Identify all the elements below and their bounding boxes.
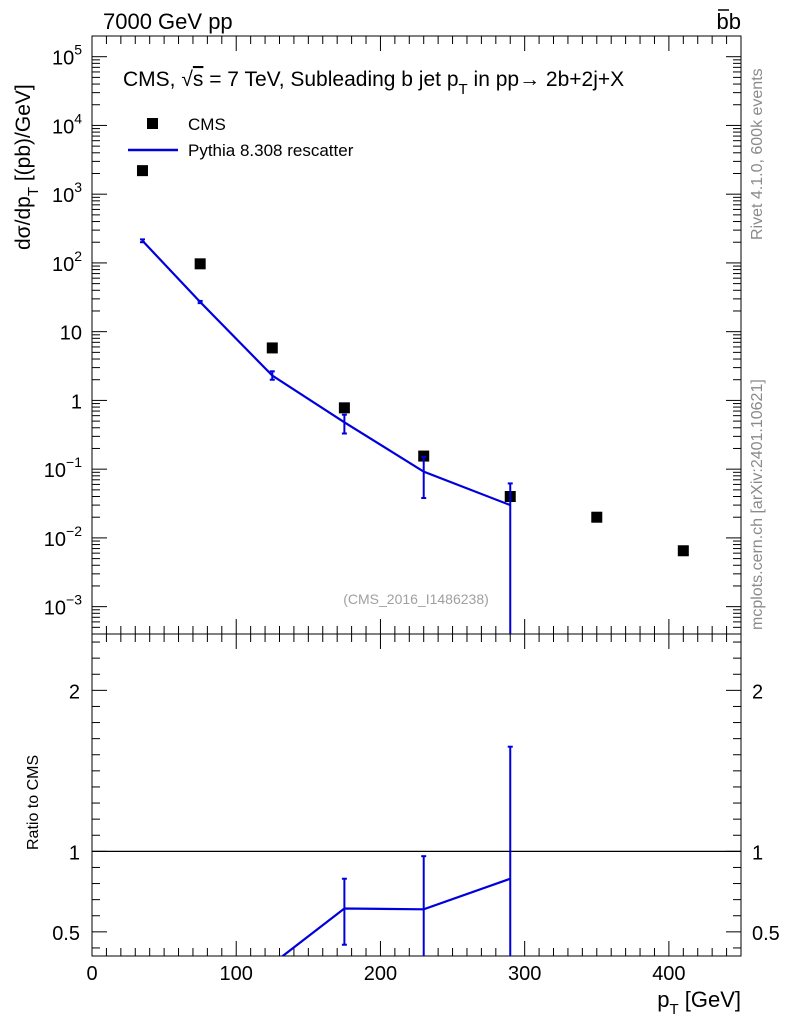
legend-cms-label: CMS — [188, 115, 226, 134]
main-y-tick-label: 104 — [52, 110, 82, 138]
header-process-label: bb — [717, 9, 742, 34]
ratio-y-axis-label: Ratio to CMS — [25, 755, 42, 850]
cms-marker — [136, 165, 148, 177]
ratio-y-tick-label: 2 — [69, 681, 80, 703]
main-y-tick-label: 1 — [71, 391, 82, 413]
main-y-tick-label: 10−3 — [44, 592, 82, 620]
main-y-tick-label: 10 — [60, 323, 82, 345]
mcplots-label: mcplots.cern.ch [arXiv:2401.10621] — [749, 379, 766, 630]
ratio-frame — [91, 633, 742, 957]
cms-marker — [591, 511, 603, 523]
x-tick-label: 200 — [364, 963, 397, 985]
legend-pythia-label: Pythia 8.308 rescatter — [188, 141, 354, 160]
legend-cms-marker — [147, 118, 158, 129]
main-y-axis-label: dσ/dpT [(pb)/GeV] — [12, 84, 42, 250]
cms-marker — [194, 258, 206, 270]
pythia-line — [141, 240, 511, 507]
main-y-tick-label: 10−2 — [44, 523, 82, 551]
ratio-y-tick-label-right: 2 — [752, 681, 763, 703]
x-tick-label: 0 — [86, 963, 97, 985]
cms-marker — [338, 402, 350, 414]
ratio-data — [92, 745, 741, 956]
ratio-line — [280, 877, 511, 956]
ratio-x-ticks: 0 100 200 300 400 — [86, 634, 742, 985]
rivet-label: Rivet 4.1.0, 600k events — [749, 68, 766, 240]
cms-marker — [266, 342, 278, 354]
main-y-tick-label: 102 — [52, 248, 82, 276]
cms-marker — [677, 545, 689, 557]
watermark: (CMS_2016_I1486238) — [343, 591, 489, 607]
ratio-y-tick-label-right: 0.5 — [752, 923, 780, 945]
main-data — [136, 165, 689, 634]
ratio-panel: 0.5 0.5 1 1 2 2 0 100 200 300 400 Ratio to CMS pT… — [25, 633, 780, 1018]
main-y-tick-label: 105 — [52, 42, 82, 70]
x-axis-label: pT [GeV] — [657, 987, 741, 1018]
main-title: CMS, √s = 7 TeV, Subleading b jet pT in … — [123, 68, 624, 98]
ratio-y-tick-label: 1 — [69, 842, 80, 864]
main-y-tick-label: 10−1 — [44, 454, 82, 482]
x-tick-label: 100 — [220, 963, 253, 985]
x-tick-label: 300 — [508, 963, 541, 985]
header-beam-label: 7000 GeV pp — [103, 9, 233, 34]
main-x-ticks — [91, 36, 742, 634]
ratio-y-tick-label-right: 1 — [752, 842, 763, 864]
ratio-y-ticks: 0.5 0.5 1 1 2 2 — [52, 641, 780, 949]
ratio-y-tick-label: 0.5 — [52, 923, 80, 945]
main-y-tick-label: 103 — [52, 179, 82, 207]
legend: CMS Pythia 8.308 rescatter — [128, 115, 354, 160]
x-tick-label: 400 — [652, 963, 685, 985]
